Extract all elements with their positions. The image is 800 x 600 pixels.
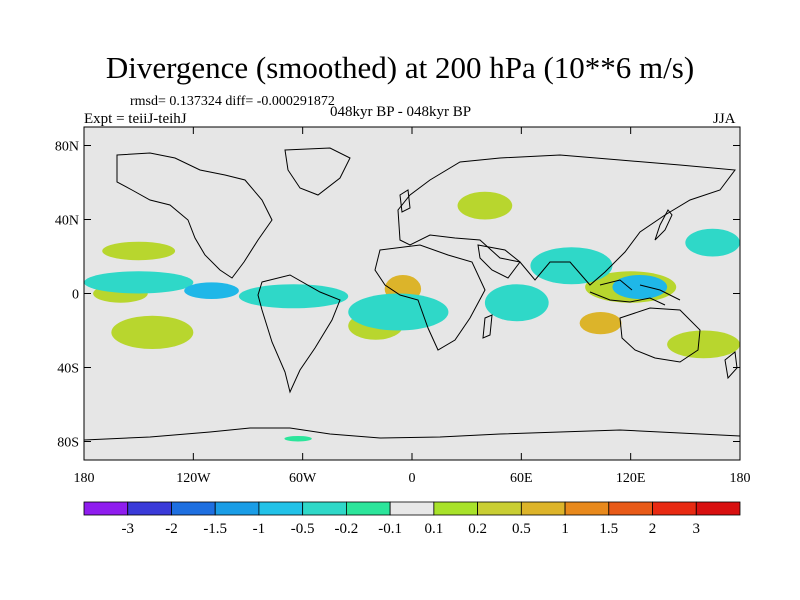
colorbar-swatch	[258, 501, 304, 516]
coastline-south-america	[257, 274, 341, 394]
colorbar-swatch	[477, 501, 522, 516]
colorbar-swatch	[520, 501, 566, 516]
colorbar-level-label: 2	[649, 521, 657, 537]
coastline-madagascar	[482, 314, 493, 339]
x-tick-label: 180	[74, 471, 95, 486]
negative-anomaly-region	[612, 275, 668, 300]
x-tick-label: 180	[730, 471, 751, 486]
coastline-uk	[399, 189, 411, 213]
colorbar-swatch	[564, 501, 610, 516]
negative-anomaly-region	[348, 293, 449, 331]
coastline-arabia	[477, 244, 521, 279]
colorbar-swatch	[695, 501, 741, 516]
colorbar-swatch	[608, 501, 653, 516]
x-tick-label: 60W	[289, 471, 317, 486]
colorbar: -3 -2 -1.5 -1 -0.5 -0.2 -0.1 0.1 0.2 0.5 1 1.5 2 3	[83, 501, 741, 537]
colorbar-level-label: 0.5	[512, 521, 531, 537]
coastline-australia	[619, 307, 701, 363]
colorbar-swatch	[83, 501, 129, 516]
negative-anomaly-region	[685, 228, 740, 257]
coastline-north-america	[116, 152, 273, 279]
colorbar-swatch	[652, 501, 697, 516]
colorbar-swatch	[389, 501, 435, 516]
colorbar-level-label: -3	[121, 521, 134, 537]
anomaly-field-layer	[84, 191, 740, 442]
season-label: JJA	[713, 111, 736, 127]
chart-title: Divergence (smoothed) at 200 hPa (10**6 …	[105, 50, 695, 85]
coastline-eurasia	[397, 154, 736, 286]
x-tick-label: 60E	[510, 471, 533, 486]
coastline-greenland	[284, 147, 351, 196]
colorbar-level-label: 1.5	[599, 521, 618, 537]
coastline-layer	[84, 147, 740, 441]
colorbar-level-label: -1	[253, 521, 266, 537]
colorbar-level-label: 0.1	[424, 521, 443, 537]
negative-anomaly-region	[284, 435, 312, 442]
positive-anomaly-region	[457, 191, 513, 220]
stats-line: rmsd= 0.137324 diff= -0.000291872	[130, 94, 335, 109]
y-tick-label: 40S	[57, 362, 79, 377]
y-tick-label: 0	[72, 288, 79, 303]
colorbar-swatch	[171, 501, 216, 516]
negative-anomaly-region	[530, 247, 613, 285]
x-tick-label: 0	[409, 471, 416, 486]
colorbar-level-label: -1.5	[203, 521, 227, 537]
positive-anomaly-region	[102, 241, 176, 261]
coastline-indonesia	[589, 279, 681, 306]
coastline-antarctica	[84, 427, 740, 441]
positive-anomaly-region	[111, 315, 194, 349]
colorbar-level-label: -0.2	[335, 521, 359, 537]
y-tick-label: 80N	[55, 140, 79, 155]
coastline-japan	[654, 209, 673, 241]
colorbar-level-label: 0.2	[468, 521, 487, 537]
negative-anomaly-region	[238, 284, 349, 309]
colorbar-swatch	[302, 501, 347, 516]
colorbar-level-label: -0.1	[378, 521, 402, 537]
x-tick-label: 120W	[176, 471, 211, 486]
negative-anomaly-region	[84, 271, 194, 294]
colorbar-swatch	[214, 501, 260, 516]
negative-anomaly-region	[484, 284, 549, 322]
colorbar-level-label: 1	[561, 521, 569, 537]
colorbar-level-label: -0.5	[291, 521, 315, 537]
colorbar-level-label: 3	[693, 521, 701, 537]
colorbar-swatch	[433, 501, 479, 516]
period-label: 048kyr BP - 048kyr BP	[330, 104, 472, 120]
x-tick-label: 120E	[616, 471, 646, 486]
coastline-africa	[374, 244, 486, 351]
negative-anomaly-region	[184, 282, 239, 300]
positive-anomaly-region	[579, 312, 622, 335]
colorbar-swatch	[127, 501, 172, 516]
positive-anomaly-region	[667, 330, 740, 359]
axes-layer: 80N 40N 0 40S 80S 180 120W 60W 0 60E 120E 180	[55, 127, 751, 486]
experiment-label: Expt = teiiJ-teihJ	[84, 111, 187, 127]
y-tick-label: 80S	[57, 436, 79, 451]
colorbar-level-label: -2	[165, 521, 178, 537]
y-tick-label: 40N	[55, 214, 79, 229]
colorbar-swatch	[345, 501, 391, 516]
